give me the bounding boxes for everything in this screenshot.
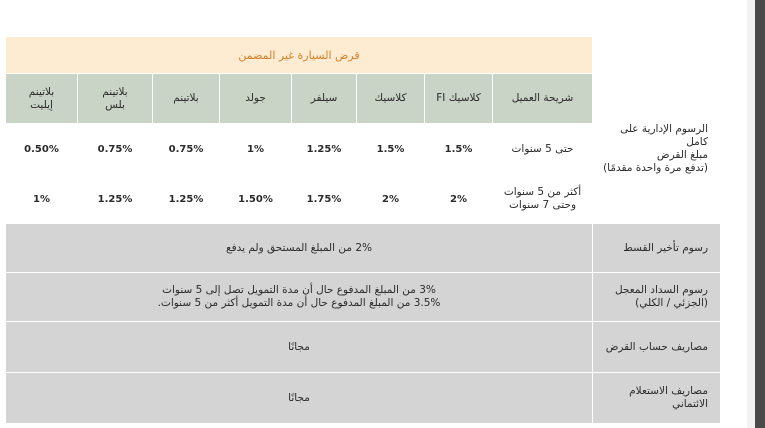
fee-value: 1.5% — [424, 123, 494, 175]
fee-value: 0.75% — [77, 123, 154, 175]
fee-value: 2% — [424, 174, 494, 224]
segment-classic: كلاسيك — [356, 73, 426, 124]
fee-value: 1.50% — [219, 174, 293, 224]
early-settlement-value: 3% من المبلغ المدفوع حال أن مدة التمويل … — [4, 272, 594, 322]
fee-value: 1.75% — [291, 174, 358, 224]
late-fee-value: 2% من المبلغ المستحق ولم يدفع — [4, 223, 594, 273]
fee-value: 0.75% — [152, 123, 221, 175]
early-settlement-row: رسوم السداد المعجل (الجزئي / الكلي) 3% م… — [4, 272, 722, 322]
fee-value: 1.25% — [291, 123, 358, 175]
late-fee-row: رسوم تأخير القسط 2% من المبلغ المستحق ول… — [4, 223, 722, 273]
segment-header-label: شريحة العميل — [492, 73, 594, 124]
segment-silver: سيلفر — [291, 73, 358, 124]
fee-value: 0.50% — [4, 123, 79, 175]
account-fees-label: مصاريف حساب القرض — [592, 321, 722, 373]
admin-fee-row: حتى 5 سنوات 1.5% 1.5% 1.25% 1% 0.75% 0.7… — [4, 123, 721, 175]
fees-table: قرض السيارة غير المضمن الرسوم الإدارية ع… — [4, 36, 722, 424]
late-fee-label: رسوم تأخير القسط — [592, 223, 722, 273]
title-spacer — [592, 36, 722, 74]
segment-classic-fi: كلاسيك FI — [424, 73, 494, 124]
credit-inquiry-row: مصاريف الاستعلام الائتماني مجانًا — [4, 372, 722, 424]
segment-platinum: بلاتينم — [152, 73, 221, 124]
segments-header-row: الرسوم الإدارية على كامل مبلغ القرض (تدف… — [4, 73, 722, 224]
table-title: قرض السيارة غير المضمن — [4, 36, 594, 74]
fee-value: 1.25% — [152, 174, 221, 224]
fee-value: 1.25% — [77, 174, 154, 224]
early-settlement-label: رسوم السداد المعجل (الجزئي / الكلي) — [592, 272, 722, 322]
credit-inquiry-value: مجانًا — [4, 372, 594, 424]
scrollbar[interactable] — [755, 0, 765, 428]
fee-value: 2% — [356, 174, 426, 224]
admin-fee-row: أكثر من 5 سنوات وحتى 7 سنوات 2% 2% 1.75%… — [4, 174, 721, 224]
segment-gold: جولد — [219, 73, 293, 124]
fee-value: 1.5% — [356, 123, 426, 175]
fee-value: 1% — [4, 174, 79, 224]
account-fees-row: مصاريف حساب القرض مجانًا — [4, 321, 722, 373]
credit-inquiry-label: مصاريف الاستعلام الائتماني — [592, 372, 722, 424]
fee-value: 1% — [219, 123, 293, 175]
segment-platinum-elite: بلاتينم إيليت — [4, 73, 79, 124]
term-label: حتى 5 سنوات — [492, 123, 594, 175]
segment-platinum-plus: بلاتينم بلس — [77, 73, 154, 124]
scroll-track — [747, 0, 755, 428]
account-fees-value: مجانًا — [4, 321, 594, 373]
fees-table-container: قرض السيارة غير المضمن الرسوم الإدارية ع… — [4, 36, 722, 424]
admin-fees-label: الرسوم الإدارية على كامل مبلغ القرض (تدف… — [592, 73, 722, 224]
term-label: أكثر من 5 سنوات وحتى 7 سنوات — [492, 174, 594, 224]
